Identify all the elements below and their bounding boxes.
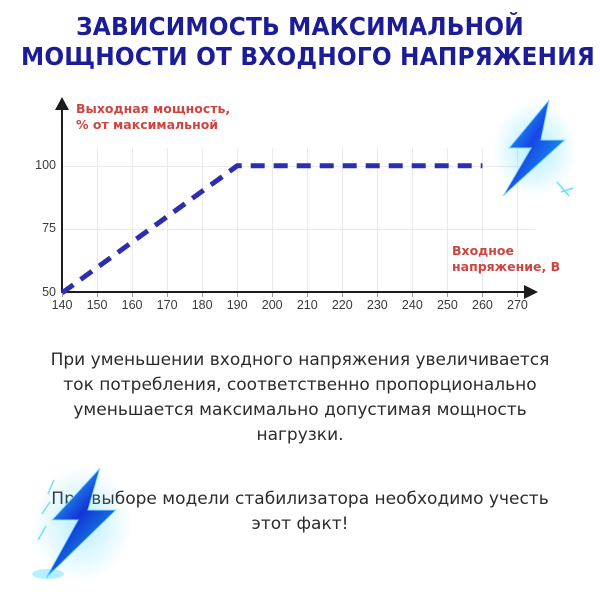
x-axis-tick-label: 210 [296, 298, 318, 312]
paragraph-advice: При выборе модели стабилизатора необходи… [51, 489, 549, 534]
grid-line-vertical [132, 148, 134, 293]
grid-line-vertical [517, 148, 519, 293]
x-axis-tick-label: 250 [436, 298, 458, 312]
chart-series-svg [60, 163, 483, 296]
x-axis-tick [482, 293, 484, 297]
grid-line-vertical [237, 148, 239, 293]
page-title-line-1: ЗАВИСИМОСТЬ МАКСИМАЛЬНОЙ [76, 12, 524, 41]
y-axis-tick-label: 50 [42, 285, 56, 299]
x-axis-tick-label: 220 [331, 298, 353, 312]
y-axis-line [61, 107, 63, 293]
x-axis-caption: Входное напряжение, В [452, 243, 561, 274]
lightning-bolt-icon [32, 466, 132, 582]
grid-line-vertical [412, 148, 414, 293]
x-axis-tick-label: 140 [51, 298, 73, 312]
grid-line-vertical [377, 148, 379, 293]
page-title-line-2: МОЩНОСТИ ОТ ВХОДНОГО НАПРЯЖЕНИЯ [21, 42, 595, 71]
grid-line-vertical [482, 148, 484, 293]
x-axis-tick [342, 293, 344, 297]
x-axis-tick-label: 270 [507, 298, 528, 312]
y-axis-tick-label: 100 [35, 157, 56, 172]
grid-line-vertical [202, 148, 204, 293]
x-axis-tick [202, 293, 204, 297]
x-axis-tick [447, 293, 449, 297]
x-axis-tick [167, 293, 169, 297]
x-axis-arrowhead [524, 285, 538, 299]
x-axis-tick [412, 293, 414, 297]
x-axis-tick-label: 190 [226, 298, 248, 312]
x-axis-tick [307, 293, 309, 297]
paragraph-explanation: При уменьшении входного напряжения увели… [50, 350, 550, 445]
y-axis-caption: Выходная мощность, % от максимальной [76, 101, 231, 132]
x-axis-line [61, 291, 526, 293]
x-axis-tick [237, 293, 239, 297]
x-axis-tick [132, 293, 134, 297]
grid-line-vertical [307, 148, 309, 293]
grid-line-vertical [97, 148, 99, 293]
lightning-bolt-icon [493, 99, 577, 197]
x-axis-tick [97, 293, 99, 297]
y-axis-arrowhead [55, 97, 69, 110]
x-axis-tick-label: 260 [472, 298, 493, 312]
x-axis-tick-label: 230 [366, 298, 388, 312]
grid-line-horizontal [62, 229, 535, 231]
page-title: ЗАВИСИМОСТЬ МАКСИМАЛЬНОЙ МОЩНОСТИ ОТ ВХО… [0, 12, 600, 72]
grid-line-vertical [167, 148, 169, 293]
x-axis-tick [272, 293, 274, 297]
x-axis-tick-label: 180 [191, 298, 213, 312]
x-axis-tick [377, 293, 379, 297]
grid-line-vertical [272, 148, 274, 293]
x-axis-tick-label: 150 [86, 298, 108, 312]
x-axis-tick-label: 160 [121, 298, 143, 312]
x-axis-tick [517, 293, 519, 297]
y-axis-tick-label: 75 [42, 221, 56, 236]
grid-line-vertical [447, 148, 449, 293]
x-axis-tick-label: 200 [261, 298, 283, 312]
x-axis-tick-label: 240 [401, 298, 423, 312]
grid-line-vertical [342, 148, 344, 293]
power-curve-line [60, 163, 483, 296]
x-axis-tick [62, 293, 63, 297]
power-vs-voltage-chart: Выходная мощность, % от максимальной Вхо… [0, 95, 600, 325]
x-axis-tick-label: 170 [156, 298, 178, 312]
